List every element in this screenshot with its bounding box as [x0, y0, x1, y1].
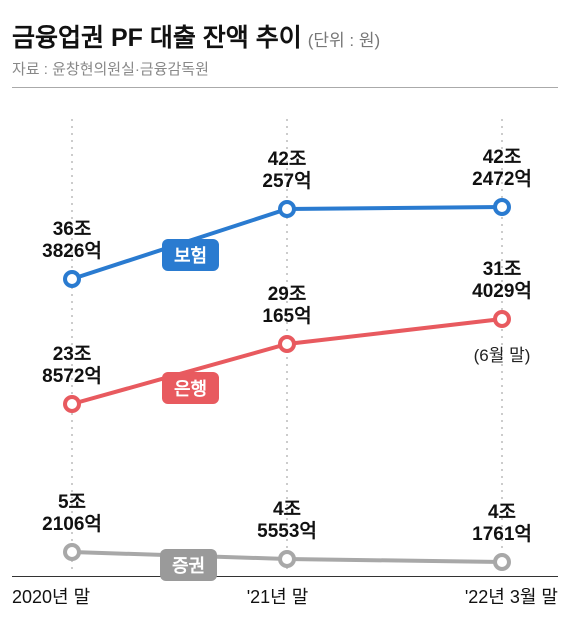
- chart-container: 금융업권 PF 대출 잔액 추이 (단위 : 원) 자료 : 윤창현의원실·금융…: [0, 0, 570, 621]
- title-row: 금융업권 PF 대출 잔액 추이 (단위 : 원): [12, 18, 558, 54]
- data-label-line1: 31조: [472, 259, 532, 281]
- series-badge: 보험: [162, 239, 219, 271]
- chart-title: 금융업권 PF 대출 잔액 추이: [12, 18, 302, 54]
- data-label-line2: 165억: [262, 306, 311, 328]
- data-label-note: (6월 말): [474, 341, 531, 366]
- series-marker: [280, 202, 294, 216]
- data-label: 4조1761억: [472, 502, 532, 546]
- x-tick-1: '21년 말: [247, 583, 309, 609]
- series-marker: [495, 312, 509, 326]
- data-label: 4조5553억: [257, 499, 317, 543]
- x-tick-2: '22년 3월 말: [465, 583, 558, 609]
- data-label-line1: 5조: [42, 492, 102, 514]
- series-marker: [280, 552, 294, 566]
- data-label: 23조8572억: [42, 344, 102, 388]
- data-label-line2: 5553억: [257, 521, 317, 543]
- series-badge: 증권: [160, 549, 217, 581]
- data-label: 5조2106억: [42, 492, 102, 536]
- data-label-line1: 23조: [42, 344, 102, 366]
- data-label-line1: 36조: [42, 219, 102, 241]
- x-tick-0: 2020년 말: [12, 583, 90, 609]
- series-badge: 은행: [162, 372, 219, 404]
- series-line: [72, 319, 502, 404]
- data-label: 31조4029억: [472, 259, 532, 303]
- chart-unit: (단위 : 원): [308, 26, 380, 51]
- series-marker: [65, 272, 79, 286]
- data-label: 29조165억: [262, 284, 311, 328]
- data-label: 42조2472억: [472, 147, 532, 191]
- data-label-line2: 2106억: [42, 514, 102, 536]
- data-label-line2: 8572억: [42, 366, 102, 388]
- series-marker: [65, 397, 79, 411]
- data-label-line1: 29조: [262, 284, 311, 306]
- data-label: 42조257억: [262, 149, 311, 193]
- series-marker: [495, 200, 509, 214]
- chart-source: 자료 : 윤창현의원실·금융감독원: [12, 58, 558, 79]
- data-label-line1: 4조: [472, 502, 532, 524]
- series-marker: [495, 555, 509, 569]
- series-marker: [65, 545, 79, 559]
- title-divider: [12, 87, 558, 88]
- data-label-line2: 3826억: [42, 241, 102, 263]
- series-marker: [280, 337, 294, 351]
- data-label-line1: 4조: [257, 499, 317, 521]
- data-label-line2: 4029억: [472, 281, 532, 303]
- data-label: 36조3826억: [42, 219, 102, 263]
- data-label-line2: 257억: [262, 171, 311, 193]
- x-axis: 2020년 말 '21년 말 '22년 3월 말: [12, 576, 558, 609]
- chart-plot: 36조3826억42조257억42조2472억보험23조8572억29조165억…: [12, 94, 558, 574]
- data-label-line2: 1761억: [472, 524, 532, 546]
- data-label-line1: 42조: [472, 147, 532, 169]
- data-label-line1: 42조: [262, 149, 311, 171]
- data-label-line2: 2472억: [472, 169, 532, 191]
